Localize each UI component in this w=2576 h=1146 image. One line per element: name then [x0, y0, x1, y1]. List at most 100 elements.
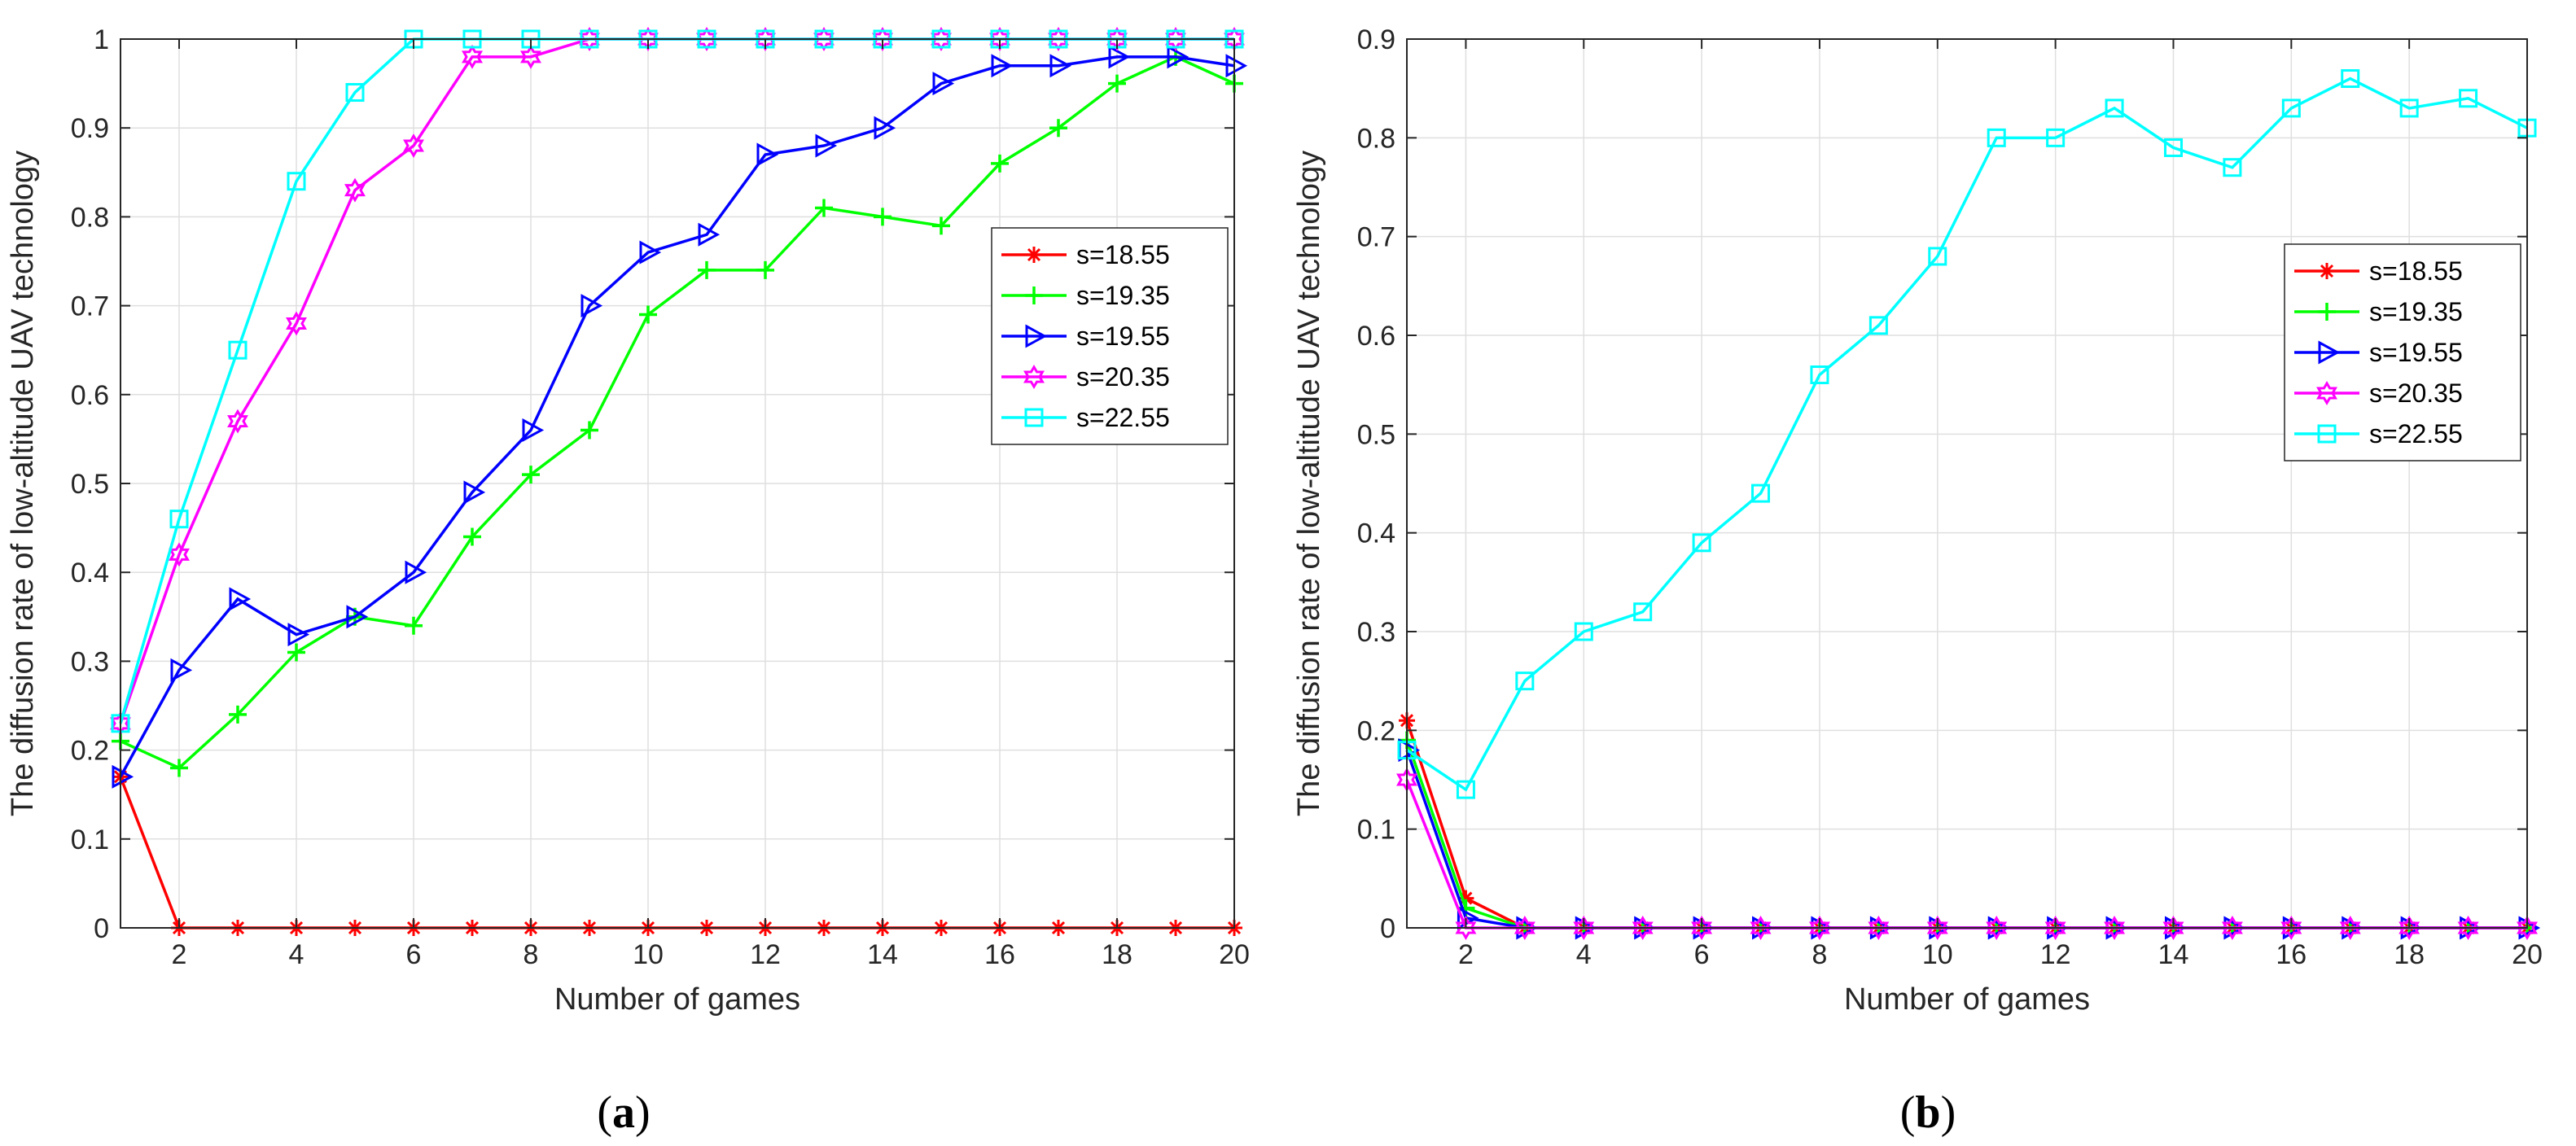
- x-tick-label: 8: [1812, 939, 1827, 970]
- data-point: [463, 527, 481, 546]
- data-point: [1049, 119, 1067, 138]
- data-point: [287, 623, 310, 647]
- data-point: [520, 44, 541, 69]
- x-tick-label: 20: [1219, 939, 1250, 970]
- x-tick-label: 16: [2276, 939, 2307, 970]
- data-point: [1167, 45, 1189, 69]
- data-point: [463, 480, 486, 505]
- data-point: [403, 133, 424, 158]
- data-point: [815, 199, 833, 217]
- data-point: [1868, 916, 1890, 940]
- data-point: [112, 764, 134, 789]
- data-point: [639, 305, 657, 324]
- data-point: [1108, 74, 1126, 93]
- legend-marker: [1025, 286, 1043, 304]
- legend-label: s=19.35: [1076, 281, 1170, 310]
- x-tick-label: 4: [1576, 939, 1592, 970]
- x-tick-label: 4: [289, 939, 304, 970]
- data-point: [228, 340, 248, 360]
- x-tick-label: 18: [2394, 939, 2425, 970]
- legend-label: s=19.35: [2369, 297, 2463, 326]
- data-point: [1750, 916, 1772, 940]
- series-s=22.55: [1397, 69, 2537, 799]
- data-point: [1225, 54, 1248, 78]
- data-point: [874, 116, 896, 140]
- y-tick-label: 0.5: [71, 469, 109, 500]
- data-point: [287, 643, 305, 662]
- legend-entry: s=22.55: [1001, 403, 1170, 432]
- data-point: [756, 142, 779, 167]
- data-point: [169, 510, 189, 529]
- legend-entry: s=20.35: [2294, 378, 2463, 408]
- legend-entry: s=19.55: [1001, 321, 1170, 351]
- y-tick-label: 0.9: [71, 113, 109, 144]
- y-tick-label: 0.7: [1357, 222, 1395, 253]
- legend-entry: s=20.35: [1001, 362, 1170, 391]
- data-point: [2221, 916, 2243, 940]
- y-tick-label: 0.6: [71, 380, 109, 411]
- panel-label: (b): [1900, 1087, 1956, 1138]
- data-point: [170, 759, 188, 777]
- data-point: [170, 658, 193, 682]
- y-tick-label: 0.9: [1357, 24, 1395, 55]
- data-point: [1515, 671, 1535, 691]
- legend-entry: s=19.35: [1001, 281, 1170, 310]
- data-point: [2339, 916, 2361, 940]
- x-tick-label: 14: [2158, 939, 2189, 970]
- data-point: [1868, 316, 1888, 335]
- data-point: [2162, 916, 2184, 940]
- data-point: [580, 294, 603, 318]
- legend-entry: s=18.55: [2294, 256, 2463, 286]
- legend-marker: [1023, 365, 1045, 389]
- data-point: [932, 217, 950, 235]
- x-tick-label: 18: [1102, 939, 1132, 970]
- data-point: [2046, 128, 2066, 147]
- y-tick-label: 0.7: [71, 291, 109, 322]
- series-line: [120, 55, 1235, 770]
- series-line: [1406, 77, 2528, 792]
- data-point: [2457, 916, 2479, 940]
- ticks: 2 4 6 8 10 12 14 16 18 20 0 0.1 0.2 0.3 0.4 0.5 0.6 0.7 0.…: [71, 24, 1250, 970]
- series-s=19.35: [112, 47, 1243, 777]
- data-point: [2281, 98, 2301, 118]
- legend-marker: [1026, 247, 1042, 263]
- data-point: [698, 260, 716, 279]
- x-tick-label: 2: [1458, 939, 1474, 970]
- data-point: [991, 154, 1009, 173]
- y-tick-label: 0.4: [71, 558, 109, 588]
- legend-label: s=22.55: [2369, 419, 2463, 448]
- y-tick-label: 0.2: [1357, 715, 1395, 746]
- y-tick-label: 0: [1380, 913, 1395, 944]
- data-point: [2459, 89, 2478, 108]
- data-point: [286, 311, 307, 336]
- data-point: [405, 616, 423, 635]
- data-point: [346, 605, 369, 629]
- legend-label: s=18.55: [1076, 240, 1170, 269]
- data-point: [1986, 916, 2008, 940]
- y-tick-label: 0.1: [71, 825, 109, 855]
- ticks: 2 4 6 8 10 12 14 16 18 20 0 0.1 0.2 0.3 0.4 0.5 0.6 0.7 0.…: [1357, 24, 2543, 970]
- legend-label: s=19.55: [1076, 321, 1170, 351]
- data-point: [1108, 45, 1131, 69]
- series-line: [119, 55, 1235, 778]
- y-tick-label: 0.1: [1357, 815, 1395, 846]
- data-point: [1455, 916, 1477, 940]
- legend-label: s=22.55: [1076, 403, 1170, 432]
- legend-marker: [2318, 340, 2341, 365]
- data-point: [2223, 158, 2242, 177]
- legend-label: s=20.35: [2369, 378, 2463, 408]
- data-point: [1691, 916, 1713, 940]
- data-point: [2399, 916, 2420, 940]
- legend-marker: [2318, 303, 2336, 321]
- legend-label: s=18.55: [2369, 256, 2463, 286]
- data-point: [1457, 890, 1474, 907]
- data-point: [1926, 916, 1948, 940]
- data-point: [580, 421, 598, 440]
- data-point: [1632, 916, 1654, 940]
- legend-marker: [1025, 324, 1048, 348]
- legend-entry: s=18.55: [1001, 240, 1170, 269]
- data-point: [1633, 602, 1653, 622]
- data-point: [1810, 365, 1829, 385]
- legend-entry: s=19.35: [2294, 297, 2463, 326]
- panel-label: (a): [597, 1087, 650, 1138]
